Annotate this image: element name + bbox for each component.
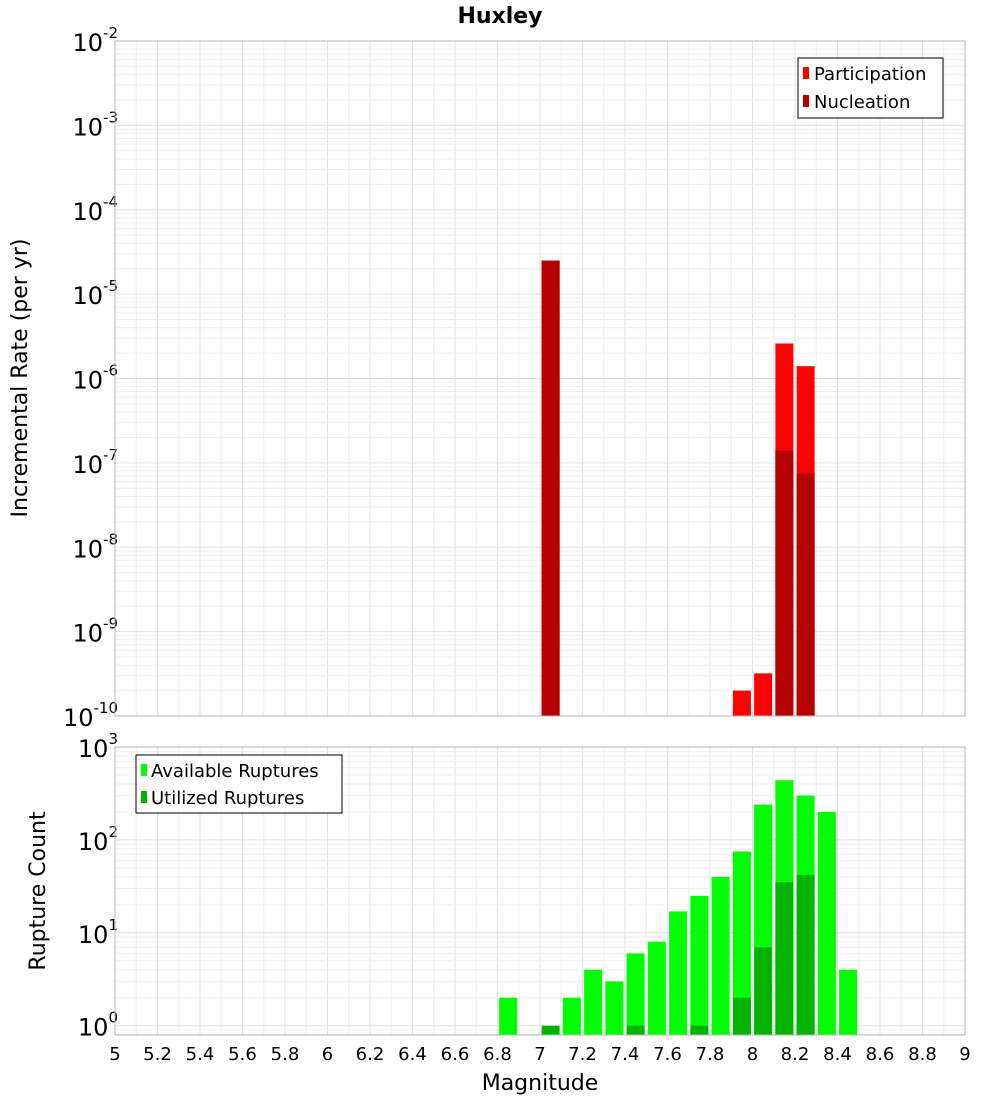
bottom-series-0-bar: [584, 969, 603, 1035]
y-tick-label: 102: [78, 823, 118, 856]
top-series-0-bar: [732, 690, 751, 716]
x-axis-ticks: 5 5.2 5.4 5.6 5.8 6 6.2 6.4 6.6 6.8 7 7.2 7.4 7.6 7.8 8…: [109, 1044, 970, 1065]
bottom-series-1-bar: [626, 1025, 645, 1035]
y-tick-label: 10-8: [72, 530, 118, 563]
bottom-series-1-bar: [732, 997, 751, 1035]
bottom-series-0-bar: [499, 997, 518, 1035]
x-tick-label: 6.4: [398, 1044, 427, 1065]
bottom-bars: [499, 780, 858, 1035]
bottom-series-0-bar: [647, 941, 666, 1035]
y-tick-label: 101: [78, 916, 118, 949]
bottom-series-0-bar: [690, 895, 709, 1035]
x-tick-label: 7: [534, 1044, 545, 1065]
bottom-series-0-bar: [626, 953, 645, 1035]
bottom-series-0-bar: [562, 997, 581, 1035]
x-tick-label: 7.4: [611, 1044, 640, 1065]
y-tick-label: 10-7: [72, 446, 118, 479]
legend-swatch-participation: [803, 67, 809, 79]
legend-label-utilized: Utilized Ruptures: [151, 788, 304, 809]
x-tick-label: 6.6: [441, 1044, 470, 1065]
bottom-y-ticks: 103 102 101 100: [78, 730, 118, 1042]
x-tick-label: 5.8: [271, 1044, 300, 1065]
y-tick-label: 10-5: [72, 277, 118, 310]
x-tick-label: 5.4: [186, 1044, 215, 1065]
bottom-series-0-bar: [839, 969, 858, 1035]
bottom-legend-box: [135, 754, 343, 814]
top-panel: 10-2 10-3 10-4 10-5 10-6 10-7 10-8 10-9 10-10 In…: [8, 24, 966, 732]
legend-swatch-utilized: [141, 791, 147, 803]
legend-swatch-nucleation: [803, 95, 809, 107]
x-tick-label: 6.2: [356, 1044, 385, 1065]
bottom-plot-border: [114, 746, 966, 1036]
bottom-series-0-bar: [711, 876, 730, 1035]
y-tick-label: 10-6: [72, 362, 118, 395]
chart-title: Huxley: [457, 4, 542, 29]
top-grid: [114, 41, 966, 717]
x-tick-label: 8.2: [781, 1044, 810, 1065]
x-tick-label: 5: [109, 1044, 120, 1065]
legend-label-participation: Participation: [814, 64, 926, 85]
x-tick-label: 5.2: [143, 1044, 172, 1065]
x-tick-label: 7.2: [568, 1044, 597, 1065]
bottom-series-1-bar: [754, 947, 773, 1035]
legend-label-available: Available Ruptures: [151, 761, 319, 782]
x-axis-title: Magnitude: [482, 1071, 599, 1096]
bottom-series-0-bar: [669, 911, 688, 1035]
y-tick-label: 10-9: [72, 615, 118, 648]
x-tick-label: 8: [747, 1044, 758, 1065]
x-tick-label: 9: [959, 1044, 970, 1065]
y-tick-label: 100: [78, 1009, 118, 1042]
x-tick-label: 7.8: [696, 1044, 725, 1065]
bottom-series-1-bar: [775, 882, 794, 1035]
top-series-0-bar: [754, 673, 773, 716]
top-y-axis-title: Incremental Rate (per yr): [8, 239, 33, 518]
top-y-ticks: 10-2 10-3 10-4 10-5 10-6 10-7 10-8 10-9 10-10: [63, 24, 118, 732]
legend-label-nucleation: Nucleation: [814, 92, 910, 113]
legend-swatch-available: [141, 764, 147, 776]
top-series-1-bar: [775, 450, 794, 716]
bottom-y-axis-title: Rupture Count: [26, 811, 51, 971]
bottom-series-0-bar: [732, 851, 751, 1035]
x-tick-label: 8.8: [908, 1044, 937, 1065]
bottom-series-0-bar: [817, 811, 836, 1035]
x-tick-label: 7.6: [653, 1044, 682, 1065]
y-tick-label: 10-10: [63, 699, 118, 732]
bottom-series-1-bar: [796, 874, 815, 1035]
y-tick-label: 10-3: [72, 108, 118, 141]
x-tick-label: 6: [322, 1044, 333, 1065]
y-tick-label: 10-2: [72, 24, 118, 57]
y-tick-label: 10-4: [72, 193, 118, 226]
x-tick-label: 6.8: [483, 1044, 512, 1065]
x-tick-label: 8.6: [866, 1044, 895, 1065]
y-tick-label: 103: [78, 730, 118, 763]
x-tick-label: 8.4: [823, 1044, 852, 1065]
bottom-series-0-bar: [605, 981, 624, 1035]
top-series-1-bar: [796, 473, 815, 716]
x-tick-label: 5.6: [228, 1044, 257, 1065]
bottom-series-1-bar: [541, 1025, 560, 1035]
top-legend: Participation Nucleation: [797, 57, 944, 119]
top-series-1-bar: [541, 260, 560, 716]
bottom-legend: Available Ruptures Utilized Ruptures: [135, 754, 343, 814]
top-bars: [541, 260, 815, 716]
bottom-panel: 103 102 101 100 Rupture Count Available Rup…: [26, 730, 966, 1042]
bottom-series-1-bar: [690, 1025, 709, 1035]
top-plot-border: [114, 40, 966, 717]
top-legend-box: [797, 57, 944, 119]
